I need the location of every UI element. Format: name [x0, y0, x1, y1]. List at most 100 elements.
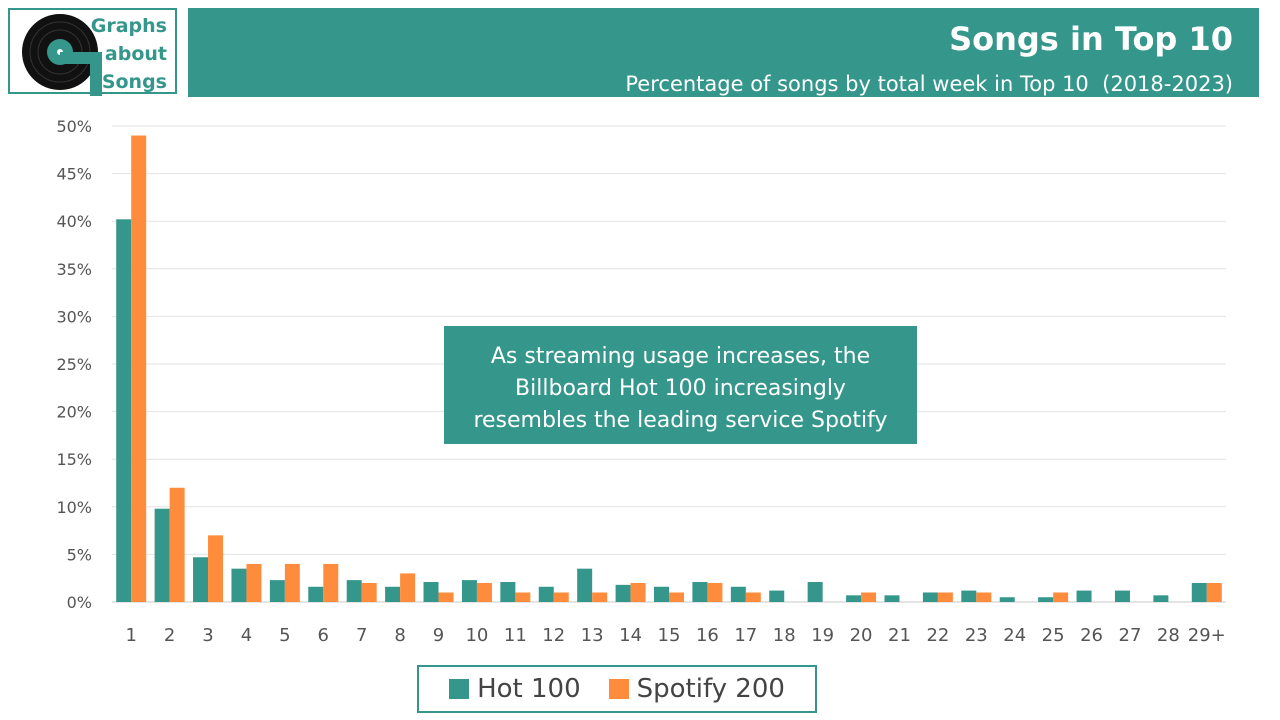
bar-hot-100: [577, 568, 593, 602]
bar-hot-100: [692, 582, 708, 602]
x-tick-label: 17: [734, 625, 757, 646]
bar-hot-100: [500, 582, 516, 602]
chart-subtitle: Percentage of songs by total week in Top…: [625, 72, 1233, 96]
bar-hot-100: [308, 586, 324, 602]
x-tick-label: 25: [1042, 625, 1065, 646]
legend: Hot 100 Spotify 200: [417, 665, 817, 713]
y-tick-label: 25%: [56, 355, 92, 374]
x-tick-label: 1: [125, 625, 136, 646]
bar-hot-100: [922, 592, 938, 602]
bar-hot-100: [116, 219, 132, 602]
bar-hot-100: [461, 580, 477, 602]
bar-spotify-200: [246, 563, 262, 602]
bar-spotify-200: [476, 582, 492, 602]
y-tick-label: 10%: [56, 498, 92, 517]
y-tick-label: 45%: [56, 165, 92, 184]
bar-spotify-200: [208, 535, 224, 602]
x-tick-label: 9: [433, 625, 444, 646]
y-tick-label: 20%: [56, 403, 92, 422]
y-tick-label: 5%: [67, 545, 92, 564]
bar-spotify-200: [669, 592, 684, 602]
bar-hot-100: [346, 580, 362, 602]
legend-item-spotify200: Spotify 200: [608, 674, 785, 704]
bar-hot-100: [730, 586, 746, 602]
x-tick-label: 6: [318, 625, 329, 646]
bar-spotify-200: [745, 592, 761, 602]
bar-spotify-200: [438, 592, 454, 602]
bar-spotify-200: [553, 592, 569, 602]
y-tick-label: 15%: [56, 450, 92, 469]
legend-item-hot100: Hot 100: [449, 674, 581, 704]
bar-hot-100: [807, 582, 823, 602]
bar-spotify-200: [630, 582, 646, 602]
x-tick-label: 2: [164, 625, 175, 646]
bar-hot-100: [884, 595, 900, 602]
x-tick-label: 10: [465, 625, 488, 646]
y-tick-label: 30%: [56, 307, 92, 326]
bar-hot-100: [269, 580, 285, 602]
y-tick-label: 35%: [56, 260, 92, 279]
x-tick-label: 12: [542, 625, 565, 646]
x-tick-label: 8: [394, 625, 405, 646]
logo: Graphs about Songs: [8, 8, 177, 96]
bar-hot-100: [231, 568, 247, 602]
x-tick-label: 7: [356, 625, 367, 646]
x-tick-label: 24: [1003, 625, 1026, 646]
bar-hot-100: [1114, 590, 1130, 602]
x-tick-label: 23: [965, 625, 988, 646]
legend-swatch-spotify200: [608, 679, 629, 699]
bar-spotify-200: [1053, 592, 1069, 602]
bar-hot-100: [423, 582, 439, 602]
bar-hot-100: [615, 584, 631, 602]
chart-title: Songs in Top 10: [949, 20, 1233, 58]
annotation-line: As streaming usage increases, the: [490, 344, 871, 369]
bar-spotify-200: [361, 582, 377, 602]
x-tick-label: 27: [1119, 625, 1142, 646]
x-tick-label: 13: [581, 625, 604, 646]
x-tick-label: 11: [504, 625, 527, 646]
x-tick-label: 22: [926, 625, 949, 646]
bar-spotify-200: [169, 487, 185, 602]
x-tick-label: 29+: [1188, 625, 1226, 646]
bar-spotify-200: [284, 563, 300, 602]
bar-spotify-200: [976, 592, 992, 602]
x-tick-label: 16: [696, 625, 719, 646]
legend-swatch-hot100: [449, 679, 470, 699]
bar-hot-100: [961, 590, 977, 602]
bar-hot-100: [1076, 590, 1092, 602]
bar-spotify-200: [937, 592, 953, 602]
bar-hot-100: [769, 590, 785, 602]
logo-text-line: Songs: [101, 71, 167, 93]
bar-hot-100: [154, 508, 170, 602]
y-tick-label: 50%: [56, 117, 92, 136]
logo-text-line: about: [104, 43, 167, 65]
bar-spotify-200: [515, 592, 531, 602]
x-tick-label: 19: [811, 625, 834, 646]
annotation-line: resembles the leading service Spotify: [473, 408, 888, 433]
logo-text-line: Graphs: [90, 15, 167, 37]
x-tick-label: 5: [279, 625, 290, 646]
x-tick-label: 14: [619, 625, 642, 646]
x-tick-label: 20: [850, 625, 873, 646]
bar-hot-100: [1191, 582, 1207, 602]
x-tick-label: 26: [1080, 625, 1103, 646]
bar-hot-100: [538, 586, 554, 602]
bar-spotify-200: [592, 592, 608, 602]
bar-spotify-200: [323, 563, 339, 602]
x-tick-label: 15: [658, 625, 681, 646]
x-tick-label: 21: [888, 625, 911, 646]
bar-hot-100: [654, 586, 669, 602]
bar-spotify-200: [1206, 582, 1222, 602]
bar-hot-100: [1153, 595, 1169, 602]
header-banner: Songs in Top 10 Percentage of songs by t…: [188, 8, 1259, 97]
legend-label-spotify200: Spotify 200: [636, 674, 785, 704]
bar-hot-100: [1038, 597, 1054, 602]
annotation-line: Billboard Hot 100 increasingly: [515, 376, 846, 401]
vinyl-record-icon: [22, 14, 102, 96]
bar-spotify-200: [861, 592, 877, 602]
bar-spotify-200: [131, 135, 147, 602]
x-tick-label: 3: [202, 625, 213, 646]
legend-label-hot100: Hot 100: [477, 674, 581, 704]
bar-spotify-200: [400, 573, 416, 602]
